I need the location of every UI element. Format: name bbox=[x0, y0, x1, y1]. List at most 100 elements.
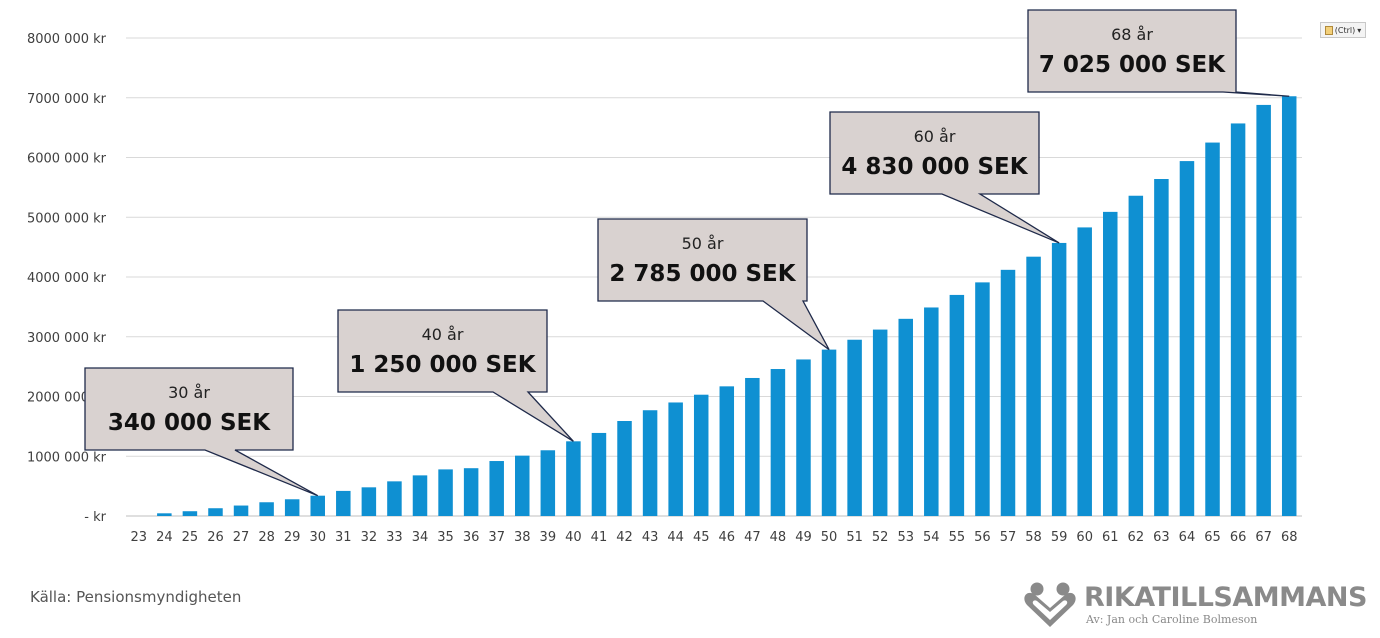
x-tick-label: 57 bbox=[1000, 530, 1017, 545]
bar-age-68 bbox=[1281, 96, 1297, 516]
x-tick-label: 36 bbox=[463, 530, 480, 545]
x-tick-label: 29 bbox=[284, 530, 301, 545]
x-tick-label: 43 bbox=[642, 530, 659, 545]
x-tick-label: 24 bbox=[156, 530, 173, 545]
bar-age-55 bbox=[949, 294, 965, 516]
x-tick-label: 30 bbox=[309, 530, 326, 545]
bar-age-29 bbox=[284, 499, 300, 516]
bar-age-31 bbox=[336, 490, 351, 516]
bar-age-50 bbox=[821, 349, 837, 516]
x-tick-label: 23 bbox=[131, 530, 148, 545]
bar-age-42 bbox=[617, 420, 632, 516]
x-tick-label: 32 bbox=[361, 530, 378, 545]
brand-name: RIKATILLSAMMANS bbox=[1084, 582, 1367, 613]
x-tick-label: 59 bbox=[1051, 530, 1068, 545]
callout-age-label: 30 år bbox=[168, 383, 210, 402]
bar-age-25 bbox=[182, 511, 198, 516]
callout-value-label: 2 785 000 SEK bbox=[609, 261, 796, 287]
bar-age-57 bbox=[1000, 269, 1016, 516]
x-tick-label: 31 bbox=[335, 530, 352, 545]
y-tick-label: 8000 000 kr bbox=[27, 32, 107, 47]
brand-logo: RIKATILLSAMMANS Av: Jan och Caroline Bol… bbox=[1022, 578, 1372, 630]
x-tick-label: 66 bbox=[1230, 530, 1247, 545]
x-tick-label: 25 bbox=[182, 530, 199, 545]
x-tick-label: 26 bbox=[207, 530, 224, 545]
bars bbox=[157, 96, 1297, 517]
x-tick-label: 60 bbox=[1076, 530, 1093, 545]
bar-age-26 bbox=[208, 508, 223, 516]
bar-age-37 bbox=[489, 461, 504, 516]
bar-age-33 bbox=[387, 481, 402, 516]
bar-age-47 bbox=[745, 377, 760, 516]
callout-age-label: 50 år bbox=[682, 234, 724, 253]
bar-age-44 bbox=[668, 402, 683, 516]
x-tick-label: 61 bbox=[1102, 530, 1119, 545]
callout-age-40: 40 år 1 250 000 SEK bbox=[337, 309, 574, 442]
bar-age-45 bbox=[693, 394, 709, 516]
callouts: 30 år 340 000 SEK 40 år 1 250 000 SEK 50 år 2… bbox=[84, 9, 1290, 497]
bar-age-66 bbox=[1230, 123, 1246, 516]
bar-age-34 bbox=[412, 475, 428, 516]
x-tick-label: 45 bbox=[693, 530, 710, 545]
x-tick-label: 64 bbox=[1179, 530, 1196, 545]
bar-age-64 bbox=[1179, 161, 1195, 516]
callout-box bbox=[84, 367, 319, 497]
x-tick-label: 38 bbox=[514, 530, 531, 545]
source-note: Källa: Pensionsmyndigheten bbox=[30, 588, 242, 606]
callout-age-label: 40 år bbox=[422, 325, 464, 344]
chevron-down-icon: ▾ bbox=[1357, 25, 1362, 35]
x-tick-label: 46 bbox=[719, 530, 736, 545]
bar-age-27 bbox=[233, 505, 249, 516]
bar-age-38 bbox=[515, 455, 530, 516]
y-tick-label: 1000 000 kr bbox=[27, 450, 107, 465]
bar-age-49 bbox=[796, 359, 811, 516]
bar-age-24 bbox=[157, 513, 172, 516]
y-tick-label: 5000 000 kr bbox=[27, 211, 107, 226]
x-tick-label: 67 bbox=[1255, 530, 1272, 545]
bar-age-40 bbox=[566, 441, 581, 516]
x-tick-label: 54 bbox=[923, 530, 940, 545]
bar-age-39 bbox=[540, 450, 556, 516]
x-tick-label: 51 bbox=[846, 530, 863, 545]
bar-age-59 bbox=[1051, 242, 1067, 516]
x-tick-label: 65 bbox=[1204, 530, 1221, 545]
paste-options-button[interactable]: (Ctrl) ▾ bbox=[1320, 22, 1366, 38]
bar-age-46 bbox=[719, 386, 735, 516]
bar-age-58 bbox=[1026, 256, 1041, 516]
x-tick-label: 44 bbox=[667, 530, 684, 545]
x-tick-label: 40 bbox=[565, 530, 582, 545]
x-tick-label: 28 bbox=[258, 530, 275, 545]
x-tick-label: 35 bbox=[437, 530, 454, 545]
bar-age-65 bbox=[1205, 142, 1220, 516]
bar-age-51 bbox=[847, 339, 862, 516]
callout-value-label: 340 000 SEK bbox=[108, 410, 271, 436]
callout-age-50: 50 år 2 785 000 SEK bbox=[597, 218, 830, 351]
y-tick-label: 7000 000 kr bbox=[27, 92, 107, 107]
x-tick-label: 49 bbox=[795, 530, 812, 545]
bar-age-56 bbox=[975, 282, 990, 516]
bar-age-60 bbox=[1077, 227, 1092, 516]
x-tick-label: 58 bbox=[1025, 530, 1042, 545]
x-tick-label: 50 bbox=[821, 530, 838, 545]
callout-box bbox=[1027, 9, 1290, 97]
x-tick-label: 37 bbox=[488, 530, 505, 545]
y-tick-label: 3000 000 kr bbox=[27, 331, 107, 346]
x-tick-label: 42 bbox=[616, 530, 633, 545]
x-tick-label: 68 bbox=[1281, 530, 1298, 545]
bar-age-43 bbox=[642, 410, 658, 516]
callout-value-label: 4 830 000 SEK bbox=[841, 154, 1028, 180]
callout-value-label: 7 025 000 SEK bbox=[1039, 52, 1226, 78]
bar-age-30 bbox=[310, 495, 325, 516]
bar-age-48 bbox=[770, 369, 786, 516]
bar-age-28 bbox=[259, 502, 274, 516]
x-tick-label: 47 bbox=[744, 530, 761, 545]
callout-box bbox=[337, 309, 574, 442]
bar-age-53 bbox=[898, 318, 913, 516]
callout-age-68: 68 år 7 025 000 SEK bbox=[1027, 9, 1290, 97]
y-tick-label: - kr bbox=[84, 510, 106, 525]
x-tick-label: 52 bbox=[872, 530, 889, 545]
brand-subtitle: Av: Jan och Caroline Bolmeson bbox=[1086, 613, 1258, 626]
callout-age-label: 68 år bbox=[1111, 25, 1153, 44]
